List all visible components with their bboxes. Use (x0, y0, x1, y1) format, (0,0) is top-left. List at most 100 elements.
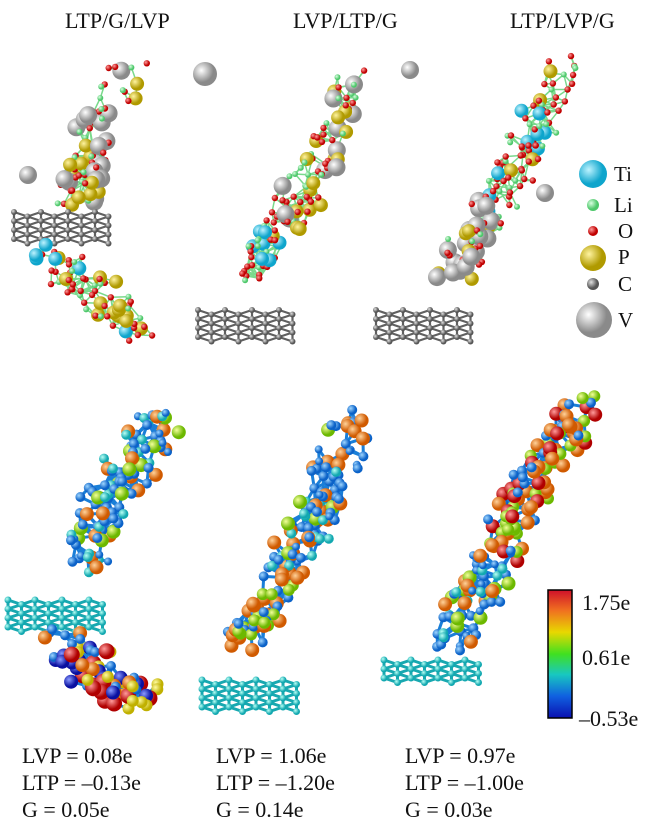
phosphorus-atom (74, 156, 89, 171)
titanium-atom (491, 166, 506, 181)
carbon-atom (413, 329, 420, 336)
vanadium-atom (401, 61, 419, 79)
atom (117, 476, 128, 487)
carbon-atom (222, 334, 228, 340)
carbon-atom (38, 227, 44, 233)
carbon-atom (208, 320, 215, 327)
oxygen-atom (500, 177, 507, 185)
atom (282, 583, 295, 596)
atom (486, 596, 497, 607)
atom (512, 487, 523, 498)
carbon-atom (222, 325, 228, 331)
carbon-atom (45, 601, 52, 608)
carbon-atom (24, 222, 31, 229)
lithium-atom (507, 139, 514, 146)
lithium-atom (98, 83, 105, 90)
charge-ltp: LTP = –1.00e (405, 770, 524, 795)
atom (75, 634, 86, 644)
oxygen-atom (290, 193, 297, 200)
legend-label-ti: Ti (614, 162, 632, 186)
oxygen-atom (271, 237, 279, 244)
carbon-atom (434, 665, 442, 673)
atom (531, 476, 546, 490)
oxygen-atom (494, 159, 501, 166)
carbon-atom (262, 311, 269, 318)
carbon-atom (475, 679, 482, 686)
oxygen-atom (314, 134, 321, 141)
oxygen-atom (518, 167, 526, 174)
carbon-atom (289, 320, 296, 327)
oxygen-atom (304, 208, 311, 215)
carbon-atom (212, 681, 219, 688)
atom (352, 463, 363, 474)
oxygen-atom (360, 67, 368, 74)
atom (562, 418, 576, 432)
oxygen-atom (522, 115, 529, 122)
carbon-atom (400, 325, 406, 331)
carbon-atom (400, 334, 406, 340)
carbon-atom (413, 338, 420, 345)
carbon-atom (78, 222, 85, 229)
vanadium-atom (477, 196, 496, 215)
carbon-atom (421, 661, 428, 668)
carbon-atom (289, 338, 296, 345)
oxygen-atom (75, 172, 83, 179)
titanium-atom (258, 225, 272, 240)
atom (478, 561, 487, 570)
titanium-atom (255, 251, 269, 266)
oxygen-atom (318, 138, 326, 146)
lithium-atom (445, 236, 452, 242)
atom (257, 637, 268, 648)
atom (90, 647, 101, 657)
titanium-atom (48, 251, 63, 266)
carbon-atom (239, 681, 246, 688)
oxygen-atom (271, 227, 278, 234)
carbon-atom (262, 329, 269, 336)
titanium-atom (514, 103, 529, 118)
atom (248, 614, 261, 627)
atom (125, 451, 139, 466)
carbon-atom (386, 329, 393, 336)
atom (37, 630, 52, 645)
oxygen-atom (279, 197, 286, 204)
vanadium-atom (55, 170, 74, 189)
carbon-atom (31, 605, 39, 613)
oxygen-atom (532, 142, 539, 149)
lithium-atom (98, 106, 105, 112)
carbon-atom (195, 307, 201, 313)
atom (315, 457, 324, 466)
atom (67, 556, 78, 567)
lithium-atom (76, 128, 83, 135)
atom (122, 462, 137, 477)
oxygen-atom (564, 86, 571, 93)
carbon-atom (78, 213, 85, 220)
carbon-atom (85, 605, 93, 613)
atom (450, 611, 465, 626)
atom (438, 597, 453, 612)
oxygen-atom (65, 276, 73, 284)
atom (106, 695, 123, 712)
atom (246, 596, 261, 611)
oxygen-atom (148, 332, 156, 339)
carbon-atom (18, 628, 25, 635)
atom (457, 596, 472, 611)
carbon-atom (279, 676, 287, 684)
atom (505, 545, 516, 556)
atom (347, 404, 358, 415)
lithium-atom (245, 243, 252, 250)
oxygen-atom (525, 158, 532, 165)
carbon-atom (380, 656, 388, 664)
carbon-atom (78, 231, 85, 238)
carbon-atom (454, 307, 460, 313)
atom (256, 588, 269, 601)
oxygen-atom (284, 218, 291, 225)
atom (60, 630, 70, 641)
atom (576, 392, 589, 404)
atom (114, 486, 129, 501)
phosphorus-atom (78, 138, 93, 153)
carbon-atom (249, 334, 255, 340)
atom (106, 661, 116, 671)
atom (274, 572, 289, 587)
atom (355, 431, 370, 446)
